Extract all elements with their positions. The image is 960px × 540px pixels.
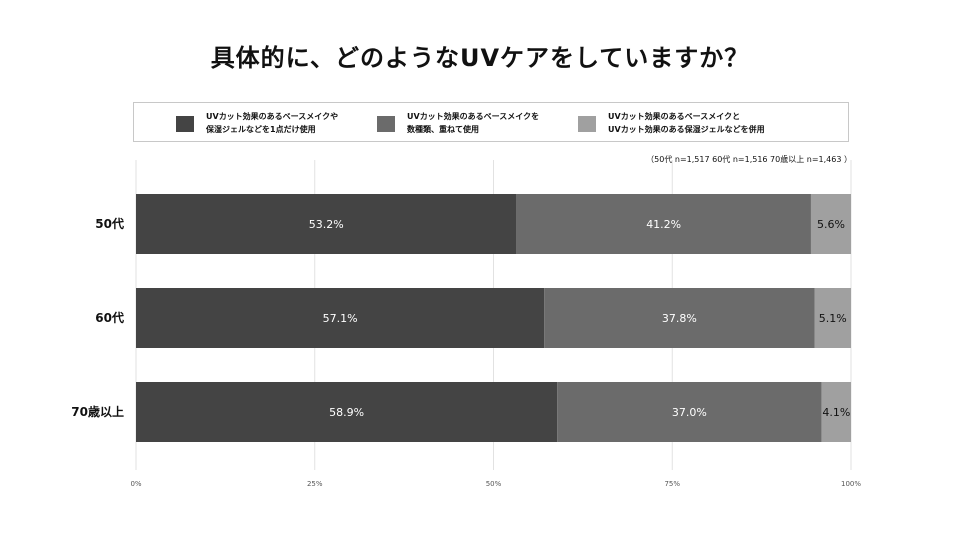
data-label-1-series-1: 37.8%: [662, 312, 697, 325]
legend-label-layered-line2: 数種類、重ねて使用: [407, 125, 479, 134]
legend-label-combined-line1: UVカット効果のあるベースメイクと: [608, 112, 741, 121]
bar-0-series-1: [516, 194, 811, 254]
bar-0-series-0: [136, 194, 517, 254]
bar-1-series-0: [136, 288, 545, 348]
category-label-0: 50代: [95, 216, 124, 231]
legend-label-single-line2: 保湿ジェルなどを1点だけ使用: [206, 125, 316, 134]
x-tick-label-0: 0%: [130, 480, 141, 488]
data-label-2-series-1: 37.0%: [672, 406, 707, 419]
data-label-1-series-0: 57.1%: [323, 312, 358, 325]
category-label-1: 60代: [95, 310, 124, 325]
data-label-0-series-1: 41.2%: [646, 218, 681, 231]
legend-label-layered-line1: UVカット効果のあるベースメイクを: [407, 112, 540, 121]
category-label-2: 70歳以上: [71, 404, 124, 419]
sample-size-note: （50代 n=1,517 60代 n=1,516 70歳以上 n=1,463 ）: [646, 155, 852, 164]
data-label-2-series-0: 58.9%: [329, 406, 364, 419]
data-label-0-series-2: 5.6%: [817, 218, 845, 231]
legend-swatch-layered: [377, 116, 395, 132]
data-label-2-series-2: 4.1%: [822, 406, 850, 419]
legend-swatch-combined: [578, 116, 596, 132]
chart-title: 具体的に、どのようなUVケアをしていますか？: [210, 44, 750, 72]
legend-swatch-single: [176, 116, 194, 132]
bar-2-series-0: [136, 382, 558, 442]
data-label-1-series-2: 5.1%: [819, 312, 847, 325]
legend: UVカット効果のあるベースメイクや 保湿ジェルなどを1点だけ使用 UVカット効果…: [133, 102, 849, 142]
bar-1-series-1: [544, 288, 815, 348]
legend-label-single-line1: UVカット効果のあるベースメイクや: [206, 112, 339, 121]
x-tick-label-25: 25%: [307, 480, 323, 488]
x-tick-label-100: 100%: [841, 480, 861, 488]
x-tick-label-75: 75%: [664, 480, 680, 488]
bar-1-series-2: [814, 288, 851, 348]
x-tick-label-50: 50%: [486, 480, 502, 488]
bar-0-series-2: [810, 194, 851, 254]
legend-label-combined-line2: UVカット効果のある保湿ジェルなどを併用: [608, 125, 765, 134]
data-label-0-series-0: 53.2%: [309, 218, 344, 231]
bar-2-series-1: [557, 382, 822, 442]
bar-2-series-2: [821, 382, 851, 442]
